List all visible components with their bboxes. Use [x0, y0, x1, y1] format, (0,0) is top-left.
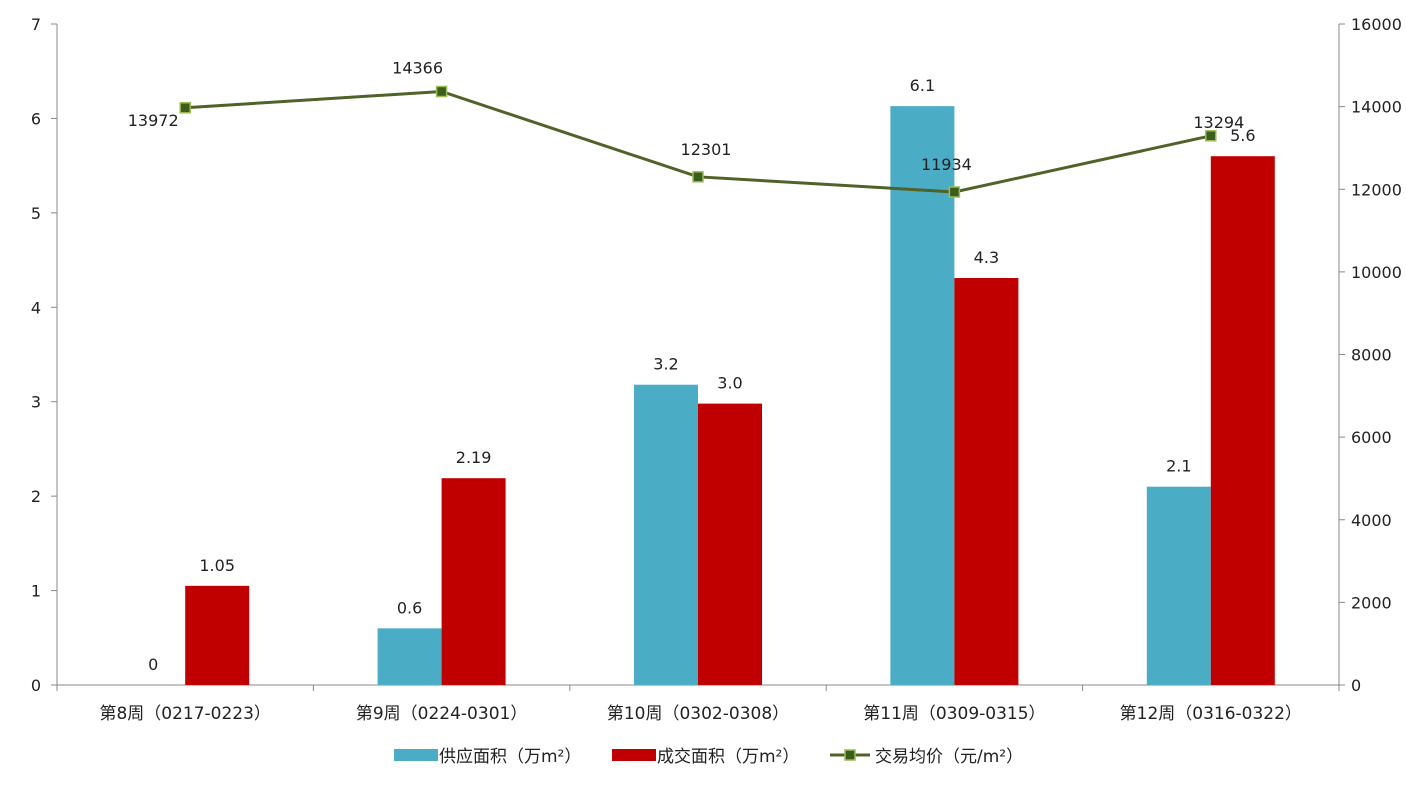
- x-category-label: 第11周（0309-0315）: [863, 704, 1045, 724]
- left-tick-label: 7: [31, 15, 41, 34]
- bar-value-label: 2.1: [1166, 457, 1191, 476]
- price-value-label: 14366: [392, 59, 443, 78]
- price-value-label: 11934: [921, 155, 972, 174]
- x-category-label: 第12周（0316-0322）: [1120, 704, 1302, 724]
- left-tick-label: 6: [31, 109, 41, 128]
- bar-deal: [1210, 156, 1275, 685]
- bar-value-label: 0.6: [397, 598, 422, 617]
- bar-supply: [890, 106, 955, 686]
- right-tick-label: 0: [1351, 676, 1361, 695]
- x-category-label: 第10周（0302-0308）: [607, 704, 789, 724]
- legend-label: 供应面积（万m²）: [439, 747, 581, 767]
- legend: 供应面积（万m²） 成交面积（万m²） 交易均价（元/m²）: [394, 747, 1023, 767]
- bar-supply: [377, 628, 442, 685]
- right-tick-label: 2000: [1351, 593, 1392, 612]
- price-point-marker: [692, 171, 704, 183]
- left-tick-label: 4: [31, 298, 41, 317]
- legend-label: 交易均价（元/m²）: [875, 747, 1023, 767]
- bar-value-label: 1.05: [199, 556, 235, 575]
- price-point-marker: [948, 186, 961, 198]
- price-point-marker: [179, 102, 191, 114]
- left-tick-label: 5: [31, 204, 41, 223]
- left-tick-label: 0: [31, 676, 41, 695]
- price-value-label: 12301: [681, 140, 732, 159]
- bar-deal: [698, 403, 762, 685]
- right-tick-label: 16000: [1351, 15, 1402, 34]
- bar-deal: [441, 478, 506, 685]
- price-line: [179, 85, 1217, 198]
- left-tick-label: 3: [31, 393, 41, 412]
- x-category-label: 第9周（0224-0301）: [356, 704, 527, 724]
- x-category-label: 第8周（0217-0223）: [99, 704, 270, 724]
- legend-marker: [844, 749, 856, 761]
- price-value-label: 13972: [128, 111, 179, 130]
- price-point-marker: [435, 85, 448, 98]
- bar-deal: [185, 585, 250, 685]
- legend-swatch: [612, 749, 656, 761]
- left-tick-label: 1: [31, 582, 41, 601]
- bar-value-label: 2.19: [456, 448, 492, 467]
- bars: [185, 106, 1275, 686]
- data-labels: 0 0.6 3.2 6.1 2.1 1.05 2.19 3.0 4.3 5.6 13972 14366…: [128, 59, 1256, 674]
- legend-label: 成交面积（万m²）: [657, 747, 799, 767]
- right-tick-label: 6000: [1351, 428, 1392, 447]
- legend-swatch: [394, 749, 438, 761]
- axes: 0 1 2 3 4 5 6 7 0 2000 4000 6000 8000 10000 12000 14000…: [31, 15, 1402, 724]
- right-tick-label: 14000: [1351, 98, 1402, 117]
- bar-value-label: 3.2: [653, 355, 678, 374]
- right-tick-label: 8000: [1351, 346, 1392, 365]
- right-tick-label: 4000: [1351, 511, 1392, 530]
- bar-value-label: 3.0: [717, 374, 742, 393]
- right-tick-label: 10000: [1351, 263, 1402, 282]
- bar-value-label: 6.1: [910, 76, 935, 95]
- bar-deal: [954, 278, 1019, 685]
- bar-value-label: 5.6: [1230, 126, 1255, 145]
- bar-value-label: 4.3: [974, 248, 999, 267]
- bar-supply: [634, 384, 698, 685]
- bar-supply: [1146, 486, 1211, 685]
- right-tick-label: 12000: [1351, 180, 1402, 199]
- price-point-marker: [1205, 130, 1217, 142]
- price-value-label: 13294: [1193, 113, 1244, 132]
- left-tick-label: 2: [31, 487, 41, 506]
- bar-value-label: 0: [148, 655, 158, 674]
